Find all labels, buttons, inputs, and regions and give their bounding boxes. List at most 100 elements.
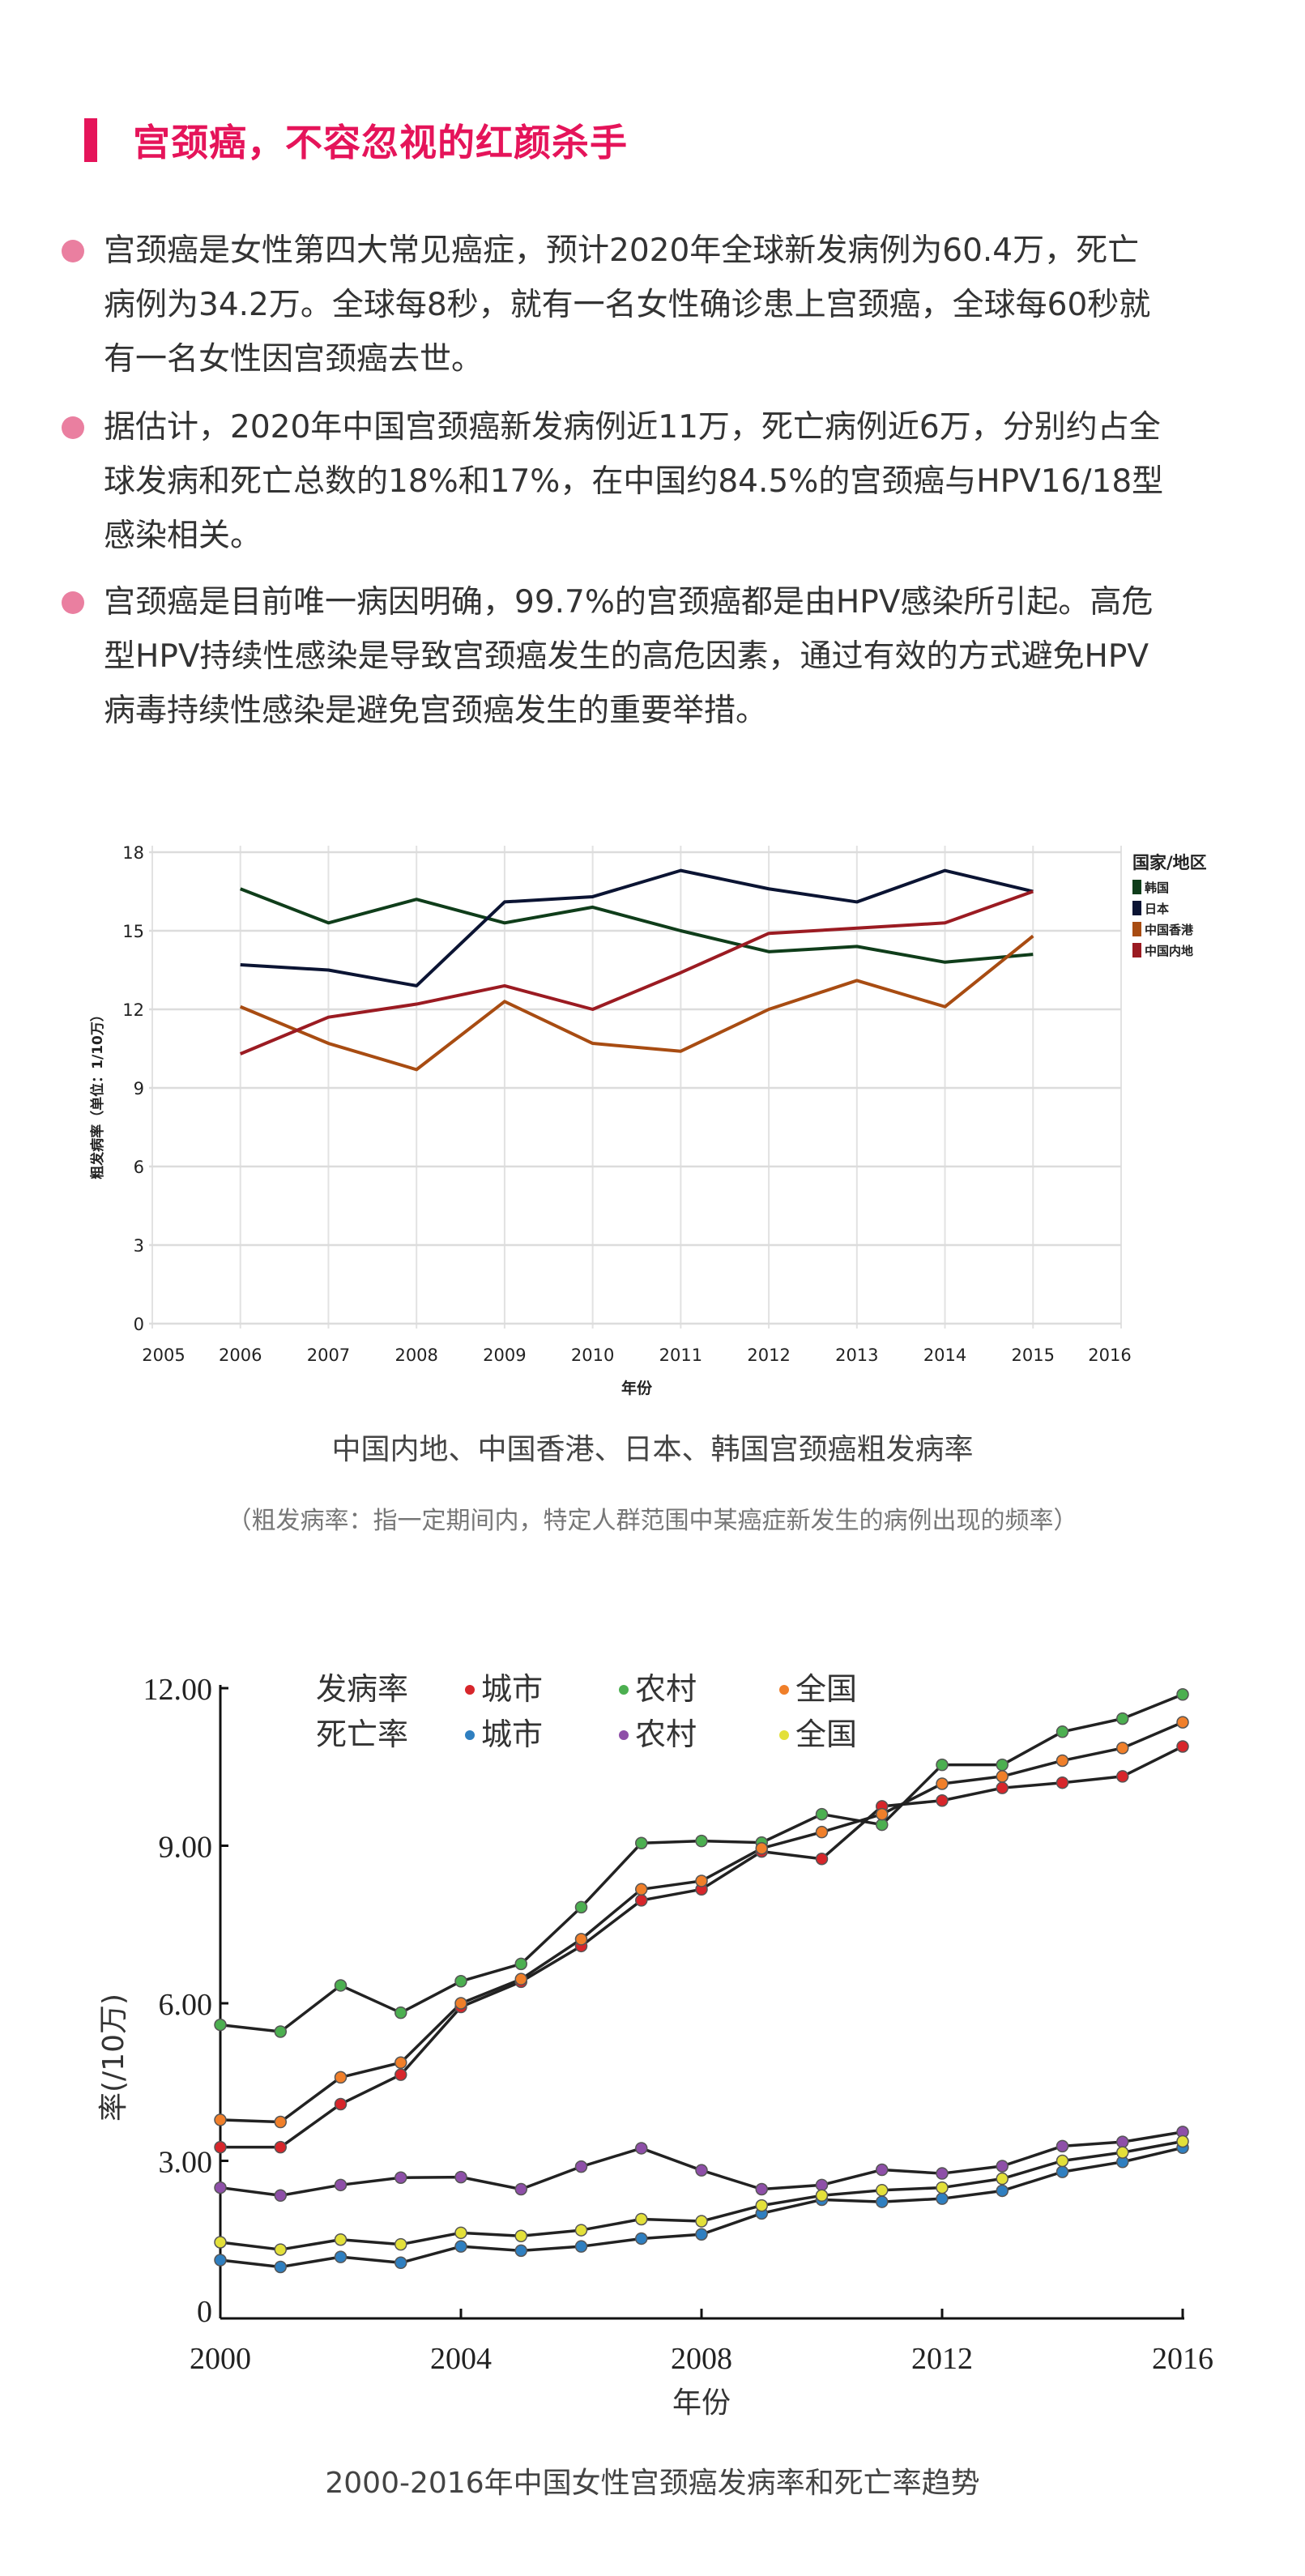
data-point <box>454 2170 467 2184</box>
legend-label: 韩国 <box>1145 881 1169 895</box>
data-point <box>815 1825 829 1839</box>
data-point <box>936 2167 949 2180</box>
bullet-text-line: 宫颈癌是目前唯一病因明确，99.7%的宫颈癌都是由HPV感染所引起。高危 <box>104 584 1154 621</box>
series-line-中国香港 <box>239 934 1034 1072</box>
data-point <box>1056 1725 1069 1738</box>
section-title: 宫颈癌，不容忽视的红颜杀手 <box>133 121 628 164</box>
legend-label: 全国 <box>795 1673 857 1707</box>
legend-label: 中国香港 <box>1145 923 1194 937</box>
x-tick-label: 2011 <box>659 1346 702 1365</box>
data-point <box>334 2178 348 2192</box>
data-point <box>996 2184 1009 2198</box>
data-point <box>514 2244 527 2258</box>
data-point <box>695 2164 708 2177</box>
data-point <box>1056 2154 1069 2168</box>
data-point <box>1116 1770 1129 1783</box>
data-point <box>635 2142 648 2155</box>
data-point <box>1176 1716 1189 1729</box>
data-point <box>574 2224 588 2237</box>
data-point <box>514 1957 527 1971</box>
y-tick-label: 15 <box>122 922 144 941</box>
data-point <box>394 2068 407 2081</box>
data-point <box>876 2195 889 2208</box>
data-point <box>1176 2135 1189 2148</box>
data-point <box>274 2115 287 2129</box>
data-point <box>574 1900 588 1914</box>
data-point <box>815 2178 829 2192</box>
data-point <box>695 2228 708 2241</box>
x-tick-label: 2008 <box>394 1346 437 1365</box>
x-tick-label: 2009 <box>483 1346 526 1365</box>
legend-swatch <box>1132 943 1141 957</box>
bullet-text-line: 病例为34.2万。全球每8秒，就有一名女性确诊患上宫颈癌，全球每60秒就 <box>104 287 1151 323</box>
legend-label: 城市 <box>481 1718 543 1752</box>
data-point <box>1056 1754 1069 1768</box>
data-point <box>635 2212 648 2226</box>
legend-title: 国家/地区 <box>1132 853 1207 872</box>
x-tick-label: 2012 <box>911 2342 973 2376</box>
data-point <box>1056 2165 1069 2178</box>
data-point <box>514 1973 527 1985</box>
legend-marker <box>465 1730 475 1740</box>
legend-label: 城市 <box>481 1673 543 1707</box>
y-tick-label: 12.00 <box>143 1673 213 1707</box>
series-line <box>220 2130 1183 2198</box>
series-line-日本 <box>240 868 1034 987</box>
data-point <box>394 2006 407 2019</box>
legend-marker <box>619 1730 629 1740</box>
legend-label: 日本 <box>1145 902 1169 916</box>
data-point <box>214 2113 227 2126</box>
data-point <box>1056 1776 1069 1789</box>
legend-label: 农村 <box>635 1718 697 1752</box>
data-point <box>755 2199 768 2212</box>
series-line-中国内地 <box>239 889 1034 1056</box>
bullet-text-line: 感染相关。 <box>104 518 262 554</box>
chart1-caption: 中国内地、中国香港、日本、韩国宫颈癌粗发病率 <box>331 1433 974 1466</box>
data-point <box>1176 1740 1189 1753</box>
x-tick-label: 2010 <box>571 1346 614 1365</box>
data-point <box>936 1758 949 1772</box>
data-point <box>996 1758 1009 1772</box>
data-point <box>334 2097 348 2111</box>
y-tick-label: 0 <box>197 2295 212 2329</box>
bullet-dot-icon <box>62 591 84 614</box>
series-line <box>220 1745 1183 2149</box>
data-point <box>334 2233 348 2246</box>
data-point <box>876 2184 889 2197</box>
legend-label: 全国 <box>795 1718 857 1752</box>
legend-label: 农村 <box>635 1673 697 1707</box>
data-point <box>394 2237 407 2251</box>
data-point <box>936 2181 949 2194</box>
data-point <box>635 2232 648 2245</box>
y-tick-label: 9.00 <box>159 1831 213 1865</box>
y-tick-label: 3.00 <box>159 2146 213 2180</box>
data-point <box>574 2240 588 2253</box>
data-point <box>1116 2135 1129 2148</box>
data-point <box>274 2140 287 2154</box>
data-point <box>394 2056 407 2070</box>
y-tick-label: 0 <box>134 1315 144 1334</box>
data-point <box>936 1793 949 1807</box>
y-tick-label: 18 <box>122 843 144 863</box>
series-line <box>220 1721 1183 2124</box>
data-point <box>334 2250 348 2263</box>
data-point <box>695 1834 708 1848</box>
y-axis-title: 粗发病率（单位：1/10万） <box>89 1008 106 1179</box>
data-point <box>214 2254 227 2267</box>
data-point <box>214 2140 227 2154</box>
data-point <box>876 1818 889 1832</box>
data-point <box>815 2189 829 2203</box>
legend-marker <box>619 1685 629 1695</box>
legend-label: 中国内地 <box>1145 944 1193 958</box>
data-point <box>695 1874 708 1887</box>
data-point <box>1116 1712 1129 1725</box>
x-tick-label: 2007 <box>307 1346 350 1365</box>
data-point <box>1116 2146 1129 2159</box>
data-point <box>635 1836 648 1850</box>
legend-marker <box>779 1730 789 1740</box>
data-point <box>755 2182 768 2196</box>
data-point <box>574 1933 588 1946</box>
data-point <box>214 2181 227 2194</box>
data-point <box>334 1979 348 1992</box>
data-point <box>936 1777 949 1790</box>
